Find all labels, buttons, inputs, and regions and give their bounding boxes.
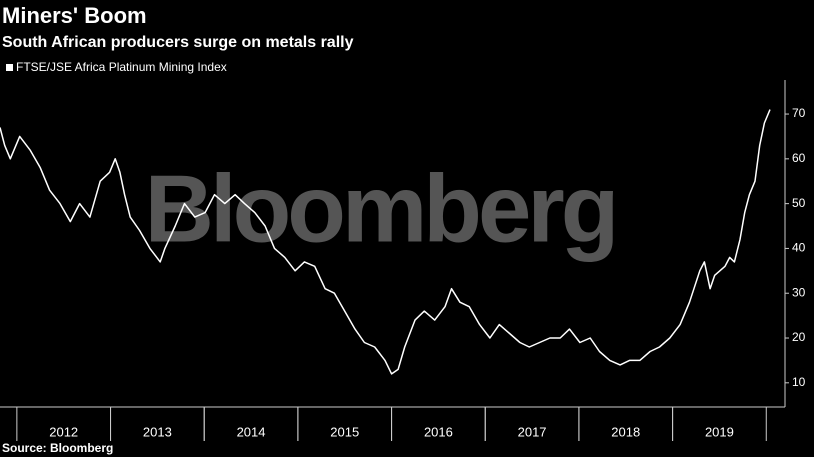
y-tick-label: 50 xyxy=(792,196,806,210)
chart-title: Miners' Boom xyxy=(2,3,147,28)
x-tick-label: 2016 xyxy=(424,424,453,439)
legend-label: FTSE/JSE Africa Platinum Mining Index xyxy=(16,60,227,74)
y-tick-label: 30 xyxy=(792,285,806,299)
x-tick-label: 2017 xyxy=(518,424,547,439)
y-tick-label: 40 xyxy=(792,241,806,255)
x-tick-label: 2012 xyxy=(49,424,78,439)
y-tick-label: 10 xyxy=(792,375,806,389)
x-tick-label: 2013 xyxy=(143,424,172,439)
y-tick-label: 70 xyxy=(792,106,806,120)
x-tick-label: 2015 xyxy=(330,424,359,439)
watermark: Bloomberg xyxy=(145,155,616,262)
legend-marker xyxy=(6,64,13,71)
chart-subtitle: South African producers surge on metals … xyxy=(2,34,354,51)
y-tick-label: 60 xyxy=(792,151,806,165)
x-tick-label: 2019 xyxy=(705,424,734,439)
source: Source: Bloomberg xyxy=(2,441,113,455)
data-line xyxy=(0,109,771,375)
x-tick-label: 2018 xyxy=(611,424,640,439)
x-tick-label: 2014 xyxy=(237,424,266,439)
y-tick-label: 20 xyxy=(792,330,806,344)
